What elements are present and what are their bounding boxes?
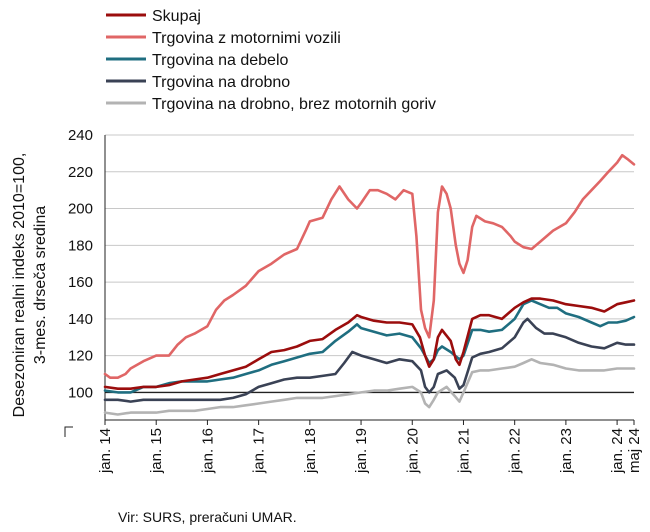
y-tick-label-120: 120 — [68, 348, 93, 365]
source-note: Vir: SURS, preračuni UMAR. — [118, 509, 297, 525]
y-tick-label-100: 100 — [68, 384, 93, 401]
x-tick-label-3: jan. 17 — [251, 428, 268, 474]
x-axis-ticks: jan. 14 jan. 15 jan. 16 jan. 17 jan. 18 jan. … — [97, 420, 643, 474]
x-tick-label-8: jan. 22 — [507, 428, 524, 474]
legend-label-3: Trgovina na drobno — [152, 74, 290, 91]
y-tick-label-160: 160 — [68, 274, 93, 291]
axis-break-marker — [64, 426, 73, 437]
y-axis-title-line-2: 3-mes. drseča sredina — [32, 206, 49, 364]
legend-label-0: Skupaj — [152, 8, 201, 25]
x-tick-label-10: jan. 24 — [609, 428, 626, 474]
x-tick-label-2: jan. 16 — [199, 428, 216, 474]
series-line-0 — [103, 297, 636, 391]
series-line-2 — [103, 299, 636, 394]
x-tick-label-6: jan. 20 — [404, 428, 421, 474]
x-tick-label-9: jan. 23 — [558, 428, 575, 474]
x-tick-label-1: jan. 15 — [148, 428, 165, 474]
x-tick-label-11: maj 24 — [626, 428, 643, 473]
y-tick-label-180: 180 — [68, 237, 93, 254]
y-tick-label-200: 200 — [68, 201, 93, 218]
y-axis-ticks: 100 120 140 160 180 200 220 240 — [68, 127, 93, 401]
legend-label-4: Trgovina na drobno, brez motornih goriv — [152, 96, 436, 113]
legend-label-1: Trgovina z motornimi vozili — [152, 30, 341, 47]
x-tick-label-5: jan. 19 — [353, 428, 370, 474]
series-line-1 — [103, 153, 636, 380]
series-line-4 — [103, 357, 636, 416]
y-tick-label-220: 220 — [68, 164, 93, 181]
series-line-3 — [103, 317, 636, 403]
x-tick-label-7: jan. 21 — [455, 428, 472, 474]
x-tick-label-4: jan. 18 — [302, 428, 319, 474]
legend: Skupaj Trgovina z motornimi vozili Trgovin… — [106, 8, 436, 113]
gridlines — [64, 134, 634, 437]
y-axis-title-line-1: Desezoniran realni indeks 2010=100, — [11, 153, 28, 418]
x-tick-label-0: jan. 14 — [97, 428, 114, 474]
y-tick-label-140: 140 — [68, 311, 93, 328]
y-tick-label-240: 240 — [68, 127, 93, 144]
series-lines — [103, 153, 636, 416]
legend-label-2: Trgovina na debelo — [152, 52, 288, 69]
y-axis-title: Desezoniran realni indeks 2010=100, 3-me… — [11, 153, 49, 418]
